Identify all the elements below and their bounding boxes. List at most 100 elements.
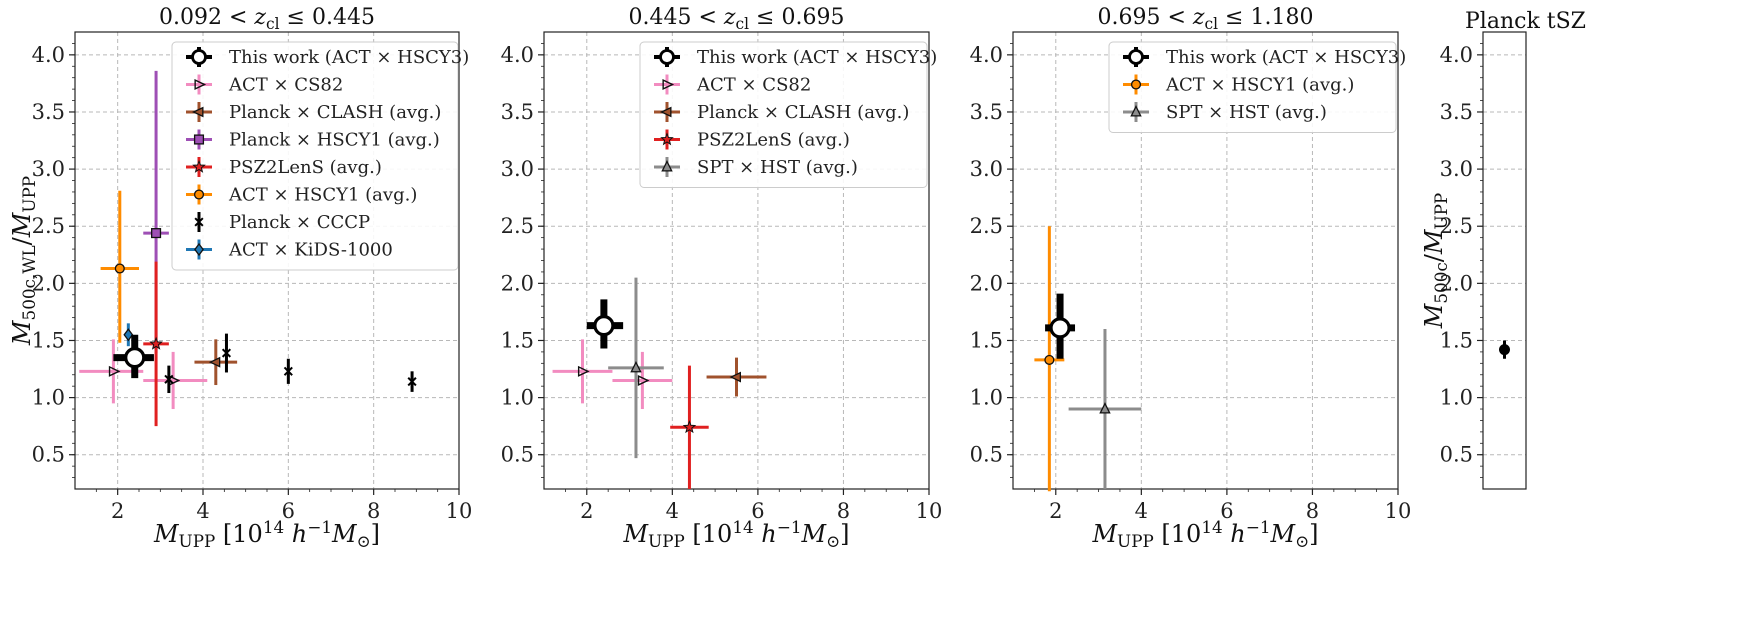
legend-item: Planck × CLASH (avg.) (654, 102, 909, 123)
legend-label: PSZ2LenS (avg.) (697, 130, 850, 151)
series-act-hscy1-avg- (1034, 226, 1065, 492)
data-layer (552, 277, 767, 489)
y-tick-label: 2.0 (32, 271, 65, 295)
legend-label: SPT × HST (avg.) (1166, 102, 1327, 123)
y-tick-label: 1.5 (1440, 328, 1473, 352)
x-tick-label: 4 (666, 499, 679, 523)
legend-marker (1128, 49, 1144, 65)
legend-item: SPT × HST (avg.) (654, 157, 858, 178)
y-axis-label: M500c/MUPP (1420, 193, 1451, 329)
marker-b (407, 377, 417, 387)
legend-label: This work (ACT × HSCY3) (1166, 47, 1406, 68)
marker (208, 356, 221, 368)
marker (662, 78, 675, 91)
data-layer (1034, 226, 1142, 492)
x-tick-label: 8 (367, 499, 380, 523)
data-point (1045, 293, 1076, 359)
panel-title: 0.092 < zcl ≤ 0.445 (159, 5, 375, 33)
legend-item: This work (ACT × HSCY3) (654, 47, 937, 68)
legend-marker (193, 189, 205, 200)
x-tick-label: 2 (1049, 499, 1062, 523)
legend-label: ACT × CS82 (228, 75, 343, 96)
legend: This work (ACT × HSCY3) ACT × CS82 Planck … (639, 41, 937, 188)
legend-box (639, 41, 928, 188)
y-tick-label: 4.0 (32, 43, 65, 67)
marker (593, 315, 615, 337)
legend-item: This work (ACT × HSCY3) (1123, 47, 1406, 68)
y-tick-label: 3.0 (970, 157, 1003, 181)
panel-title: 0.445 < zcl ≤ 0.695 (629, 5, 845, 33)
y-tick-label: 1.0 (970, 386, 1003, 410)
plot-frame (1482, 31, 1527, 490)
series-act-hscy1-avg- (100, 190, 139, 343)
panel-3: 0.5 1.0 1.5 2.0 2.5 3.0 3.5 4.0 2 4 6 8 10 0.695 < zc… (970, 5, 1412, 551)
x-tick-label: 10 (916, 499, 943, 523)
marker (630, 360, 642, 373)
marker (123, 328, 134, 342)
data-point (1499, 340, 1510, 359)
legend-item: ACT × HSCY1 (avg.) (186, 184, 417, 206)
legend-marker (660, 132, 674, 146)
data-point (283, 358, 293, 384)
panel-title: 0.695 < zcl ≤ 1.180 (1098, 5, 1314, 33)
x-tick-label: 10 (446, 499, 473, 523)
y-tick-label: 2.5 (32, 214, 65, 238)
legend-item: ACT × KiDS-1000 (186, 239, 393, 261)
legend-label: ACT × CS82 (696, 75, 811, 96)
legend-label: ACT × HSCY1 (avg.) (228, 185, 417, 206)
data-point (1034, 226, 1065, 492)
legend-marker (194, 78, 207, 91)
x-tick-label: 2 (580, 499, 593, 523)
marker (729, 371, 741, 383)
legend-item: This work (ACT × HSCY3) (186, 47, 469, 68)
y-tick-label: 3.5 (970, 100, 1003, 124)
legend-marker (661, 160, 673, 172)
marker-b (283, 366, 293, 376)
legend-marker (659, 49, 675, 65)
legend-marker (659, 106, 672, 118)
x-tick-label: 6 (1220, 499, 1233, 523)
marker (659, 49, 675, 65)
y-tick-label: 1.0 (501, 386, 534, 410)
series-this-work-act-hscy3- (586, 299, 624, 349)
data-point (706, 357, 767, 397)
legend-marker (191, 106, 204, 118)
marker (660, 132, 674, 146)
series-planck-cccp (164, 333, 417, 394)
marker (661, 160, 673, 172)
marker (1130, 79, 1142, 90)
legend-label: This work (ACT × HSCY3) (229, 47, 469, 68)
series-planck-clash-avg- (194, 339, 238, 386)
legend-item: ACT × HSCY1 (avg.) (1123, 74, 1354, 96)
series-act-cs82 (79, 339, 208, 410)
x-tick-label: 4 (196, 499, 209, 523)
x-tick-label: 6 (282, 499, 295, 523)
y-tick-label: 3.0 (32, 157, 65, 181)
legend-marker (191, 49, 207, 65)
y-tick-label: 4.0 (970, 43, 1003, 67)
data-point (143, 261, 169, 427)
y-tick-label: 1.5 (501, 328, 534, 352)
series-psz2lens-avg- (670, 365, 709, 489)
marker (577, 365, 590, 377)
data-point (100, 190, 139, 343)
y-tick-label: 3.5 (1440, 100, 1473, 124)
y-tick-label: 3.0 (501, 157, 534, 181)
legend-marker (1130, 105, 1142, 117)
legend-box (1108, 41, 1397, 133)
panel-4: 0.5 1.0 1.5 2.0 2.5 3.0 3.5 4.0 Planck tSZ M500c/… (1420, 9, 1586, 490)
x-tick-label: 4 (1135, 499, 1148, 523)
series-psz2lens-avg- (143, 261, 169, 427)
x-axis-label: MUPP [1014 h−1M⊙] (622, 517, 849, 551)
marker (637, 374, 650, 386)
marker (1099, 402, 1111, 414)
legend-label: PSZ2LenS (avg.) (229, 157, 382, 178)
legend-item: Planck × CLASH (avg.) (186, 102, 441, 123)
legend-label: Planck × HSCY1 (avg.) (229, 130, 440, 151)
legend-marker (192, 159, 206, 173)
data-point (608, 277, 664, 459)
y-tick-label: 2.0 (970, 271, 1003, 295)
y-tick-label: 1.0 (32, 386, 65, 410)
legend-item: Planck × HSCY1 (avg.) (186, 129, 440, 151)
